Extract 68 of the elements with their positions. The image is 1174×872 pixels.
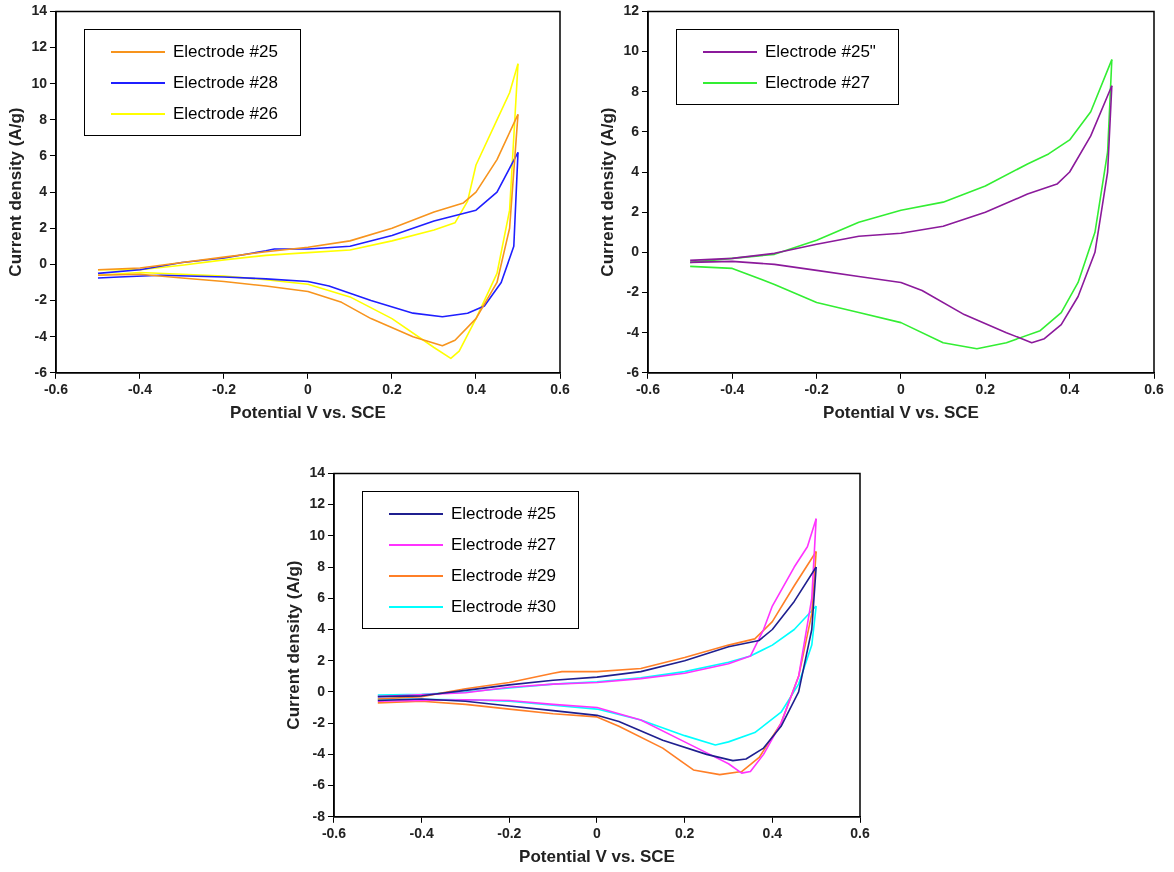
x-tick-label: 0.4 — [1059, 381, 1080, 398]
y-tick-label: 10 — [309, 526, 326, 543]
legend-label: Electrode #25 — [172, 41, 278, 62]
x-tick-label: -0.4 — [720, 381, 745, 398]
y-tick-label: 8 — [317, 557, 326, 574]
x-tick-label: -0.4 — [409, 825, 434, 842]
x-tick-label: 0 — [897, 381, 906, 398]
x-axis-title: Potential V vs. SCE — [823, 403, 979, 423]
y-tick-label: -2 — [626, 283, 640, 300]
legend-label: Electrode #26 — [172, 103, 278, 124]
x-tick-label: 0.4 — [466, 381, 486, 398]
y-tick-label: 10 — [623, 42, 640, 59]
x-tick-label: 0.4 — [762, 825, 783, 842]
x-tick-label: 0.2 — [674, 825, 695, 842]
y-tick-label: 0 — [317, 682, 326, 699]
y-tick-label: 2 — [317, 651, 326, 668]
x-tick-label: -0.6 — [43, 381, 69, 398]
y-tick-label: 0 — [39, 255, 48, 272]
x-tick-label: -0.6 — [321, 825, 347, 842]
legend-label: Electrode #28 — [172, 72, 278, 93]
y-tick-label: 10 — [31, 74, 48, 91]
y-tick-label: 4 — [317, 620, 326, 637]
y-tick-label: 2 — [39, 219, 48, 236]
x-tick-label: 0.6 — [550, 381, 570, 398]
y-tick-label: 0 — [631, 243, 640, 260]
x-tick-label: -0.2 — [211, 381, 237, 398]
y-axis-title: Current density (A/g) — [597, 107, 617, 277]
y-tick-label: -4 — [312, 745, 326, 762]
y-tick-label: -8 — [312, 807, 326, 824]
y-tick-label: 4 — [39, 182, 48, 199]
legend-label: Electrode #30 — [450, 596, 556, 617]
x-tick-label: 0.6 — [850, 825, 870, 842]
legend-label: Electrode #27 — [450, 534, 556, 555]
y-tick-label: 2 — [631, 203, 640, 220]
y-tick-label: -6 — [626, 363, 640, 380]
x-tick-label: -0.6 — [635, 381, 661, 398]
x-tick-label: -0.4 — [127, 381, 153, 398]
y-tick-label: 8 — [631, 82, 640, 99]
y-axis-title: Current density (A/g) — [5, 107, 25, 277]
legend-label: Electrode #25" — [764, 41, 876, 62]
y-tick-label: 6 — [39, 146, 48, 163]
y-tick-label: 12 — [309, 495, 326, 512]
x-tick-label: 0.2 — [382, 381, 402, 398]
y-tick-label: -6 — [312, 776, 326, 793]
y-tick-label: -4 — [34, 327, 48, 344]
x-tick-label: 0.6 — [1144, 381, 1164, 398]
y-tick-label: 14 — [31, 2, 48, 19]
x-tick-label: 0.2 — [975, 381, 996, 398]
y-tick-label: -4 — [626, 323, 640, 340]
x-axis-title: Potential V vs. SCE — [230, 403, 386, 423]
x-axis-title: Potential V vs. SCE — [519, 847, 675, 867]
x-tick-label: -0.2 — [804, 381, 829, 398]
y-tick-label: 6 — [317, 589, 326, 606]
y-tick-label: -2 — [34, 291, 48, 308]
y-tick-label: 8 — [39, 110, 48, 127]
y-tick-label: 4 — [631, 162, 640, 179]
y-tick-label: 6 — [631, 122, 640, 139]
y-tick-label: 14 — [309, 464, 326, 481]
y-tick-label: -2 — [312, 714, 326, 730]
y-tick-label: 12 — [623, 2, 640, 19]
y-axis-title: Current density (A/g) — [283, 560, 303, 730]
legend-label: Electrode #29 — [450, 565, 556, 586]
x-tick-label: -0.2 — [497, 825, 522, 842]
legend-label: Electrode #27 — [764, 72, 870, 93]
y-tick-label: 12 — [31, 38, 48, 55]
y-tick-label: -6 — [34, 363, 48, 380]
x-tick-label: 0 — [593, 825, 602, 842]
legend-label: Electrode #25 — [450, 503, 556, 524]
